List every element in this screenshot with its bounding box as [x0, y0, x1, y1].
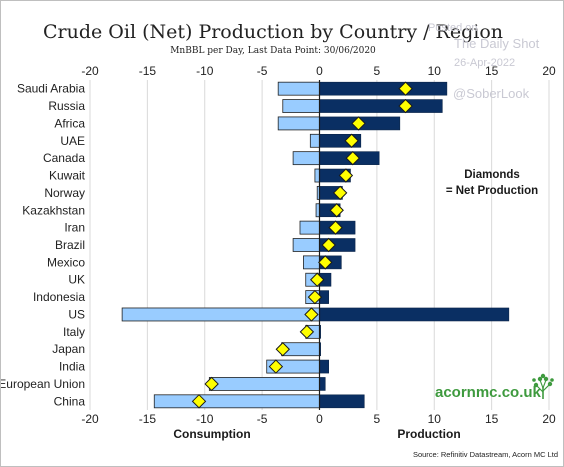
net-production-diamond [351, 116, 366, 131]
consumption-bar [277, 81, 320, 96]
net-production-diamond [344, 133, 359, 148]
net-production-diamond [204, 376, 219, 392]
net-production-diamond [332, 185, 348, 201]
net-production-diamond [329, 203, 344, 218]
category-label: UK [68, 273, 85, 287]
net-production-diamond [309, 272, 325, 287]
top-tick-label: 5 [374, 64, 381, 78]
tree-icon [532, 373, 554, 399]
category-label: Norway [44, 186, 85, 200]
net-production-diamond [191, 394, 207, 409]
top-tick-label: 15 [485, 64, 499, 78]
xlabel-consumption: Consumption [173, 427, 250, 441]
annotation-line1: Diamonds [464, 169, 520, 181]
category-labels: Saudi Arabia Russia Africa UAE Canada Kuwait N… [1, 82, 86, 409]
consumption-bar [292, 238, 320, 252]
net-production-diamond [398, 81, 413, 96]
production-bar [319, 99, 443, 113]
bottom-tick-label: 15 [485, 412, 499, 426]
top-tick-label: -15 [139, 64, 157, 78]
top-tick-label: 10 [428, 64, 442, 78]
net-production-diamond [345, 150, 360, 166]
production-bar [319, 307, 510, 322]
consumption-bar [299, 220, 320, 235]
watermark-handle: @SoberLook [453, 86, 530, 101]
net-diamonds [191, 81, 413, 409]
consumption-bar [282, 99, 320, 113]
watermark-date: 26-Apr-2022 [454, 57, 515, 69]
category-label: UAE [60, 134, 85, 148]
watermark-site: The Daily Shot [454, 36, 540, 51]
bottom-tick-label: -10 [196, 412, 214, 426]
category-label: Indonesia [33, 290, 85, 304]
gridlines [89, 80, 550, 410]
net-production-diamond [299, 324, 315, 340]
category-label: Russia [48, 99, 85, 113]
xlabel-production: Production [397, 427, 460, 441]
net-production-diamond [304, 307, 319, 322]
consumption-bar [292, 151, 320, 166]
bottom-tick-label: 20 [542, 412, 556, 426]
production-bar [319, 359, 329, 374]
category-label: Japan [52, 342, 85, 356]
production-bar [319, 394, 365, 409]
net-production-diamond [307, 289, 323, 305]
category-label: Mexico [47, 255, 85, 269]
consumption-bar [277, 116, 320, 131]
category-label: Saudi Arabia [17, 82, 85, 96]
category-label: European Union [1, 377, 85, 391]
bottom-tick-label: -5 [257, 412, 268, 426]
top-tick-label: -20 [81, 64, 99, 78]
source-note: Source: Refinitiv Datastream, Acorn MC L… [413, 450, 558, 459]
category-label: Brazil [55, 238, 85, 252]
top-tick-label: -10 [196, 64, 214, 78]
top-tick-label: -5 [257, 64, 268, 78]
category-label: Italy [63, 325, 85, 339]
brand-logo-text: acornmc.co.uk [435, 384, 542, 401]
net-production-diamond [328, 220, 343, 235]
category-label: Iran [64, 221, 85, 235]
top-tick-labels: -20 -15 -10 -5 0 5 10 15 20 [81, 64, 556, 78]
net-production-diamond [338, 168, 354, 183]
consumption-bar [208, 377, 320, 391]
bottom-tick-label: 5 [374, 412, 381, 426]
production-bar [319, 377, 326, 391]
watermark-posted-on: Posted on [428, 22, 478, 34]
category-label: India [59, 360, 85, 374]
consumption-bar [153, 394, 320, 409]
consumption-bar [309, 133, 320, 148]
annotation-line2: = Net Production [446, 185, 538, 197]
category-label: Canada [43, 151, 85, 165]
net-production-diamond [321, 237, 336, 253]
bottom-tick-label: 0 [316, 412, 323, 426]
chart-subtitle: MnBBL per Day, Last Data Point: 30/06/20… [170, 46, 376, 56]
top-tick-label: 20 [542, 64, 556, 78]
category-label: Kazakhstan [22, 203, 85, 217]
net-production-diamond [268, 359, 284, 374]
net-production-diamond [275, 342, 290, 357]
bars [121, 81, 510, 409]
bottom-tick-label: -15 [139, 412, 157, 426]
bottom-tick-labels: -20 -15 -10 -5 0 5 10 15 20 [81, 412, 556, 426]
net-production-diamond [318, 255, 333, 270]
consumption-bar [121, 307, 320, 322]
category-label: Africa [54, 116, 85, 130]
net-production-diamond [398, 98, 413, 114]
chart-title: Crude Oil (Net) Production by Country / … [43, 21, 503, 43]
bottom-tick-label: 10 [428, 412, 442, 426]
consumption-bar [314, 168, 320, 183]
bottom-tick-label: -20 [81, 412, 99, 426]
top-tick-label: 0 [316, 64, 323, 78]
category-label: China [54, 394, 86, 408]
category-label: US [68, 307, 85, 321]
category-label: Kuwait [49, 169, 86, 183]
production-bar [319, 81, 448, 96]
consumption-bar [303, 255, 320, 270]
